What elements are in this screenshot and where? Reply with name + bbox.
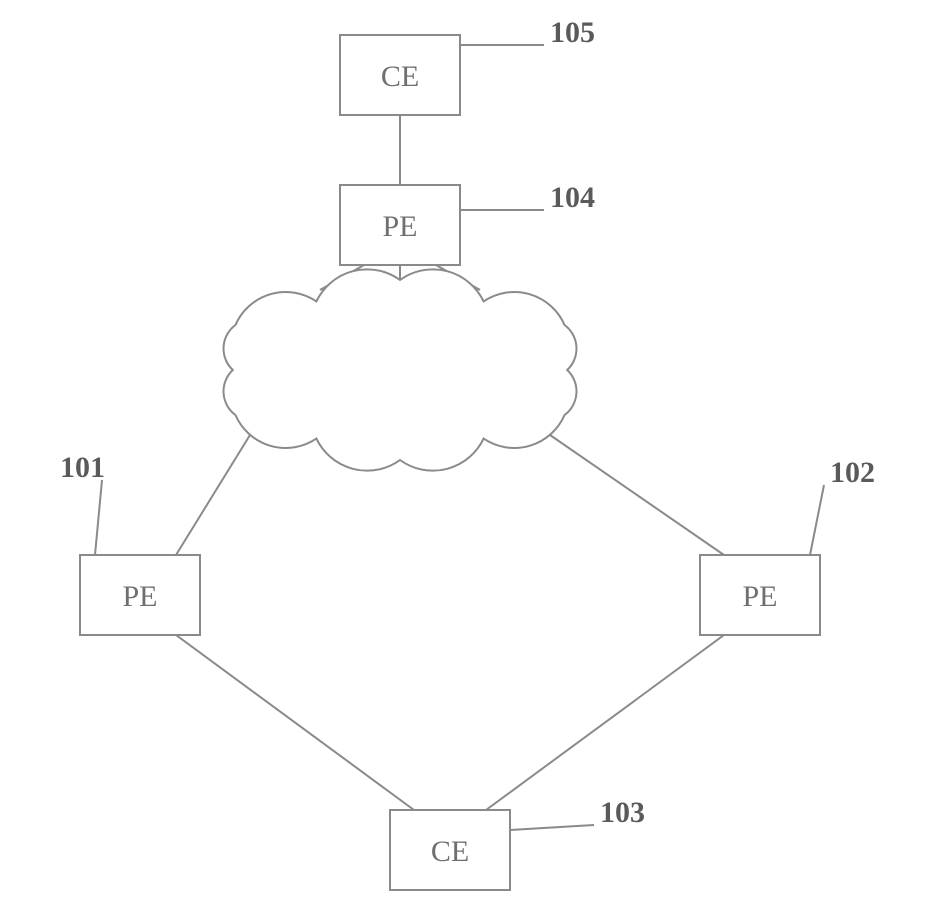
node-label-n102: PE	[742, 580, 777, 613]
network-diagram: CE 105 PE 104 PE 101 PE 102 CE 103	[0, 0, 947, 915]
ref-label-n101: 101	[60, 451, 105, 484]
leader-n101	[95, 480, 102, 555]
ref-label-n104: 104	[550, 181, 595, 214]
leader-n103	[510, 825, 594, 830]
edge-n102-cloud	[550, 435, 724, 555]
ref-label-n105: 105	[550, 16, 595, 49]
edge-n101-n103	[176, 635, 414, 810]
edge-n101-cloud	[176, 435, 250, 555]
node-label-n103: CE	[431, 835, 469, 868]
leader-n102	[810, 485, 824, 555]
edge-n102-n103	[486, 635, 724, 810]
node-label-n101: PE	[122, 580, 157, 613]
network-cloud	[224, 269, 577, 470]
node-label-n105: CE	[381, 60, 419, 93]
node-label-n104: PE	[382, 210, 417, 243]
ref-label-n103: 103	[600, 796, 645, 829]
ref-label-n102: 102	[830, 456, 875, 489]
